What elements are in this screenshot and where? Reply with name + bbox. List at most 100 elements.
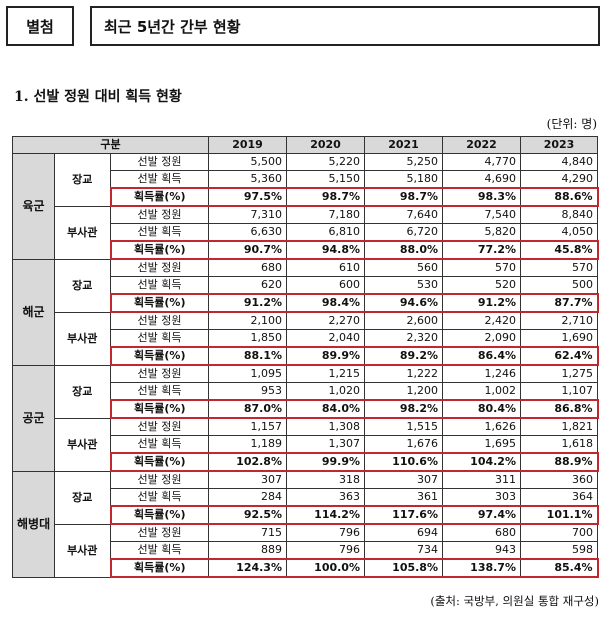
value-cell: 94.8% xyxy=(286,240,365,260)
value-cell: 953 xyxy=(208,382,287,401)
value-cell: 92.5% xyxy=(208,505,287,525)
table-row: 부사관 선발 정원 1,157 1,308 1,515 1,626 1,821 xyxy=(13,417,598,472)
value-cell: 1,107 xyxy=(520,382,598,401)
value-cell: 101.1% xyxy=(520,505,599,525)
row-label: 선발 정원 xyxy=(110,205,209,224)
value-cell: 94.6% xyxy=(364,293,443,313)
rank-cell: 장교 xyxy=(54,364,111,419)
table-row: 선발 획득 6,630 6,810 6,720 5,820 4,050 xyxy=(13,223,598,242)
value-cell: 694 xyxy=(364,523,443,542)
value-cell: 90.7% xyxy=(208,240,287,260)
value-cell: 4,050 xyxy=(520,223,598,242)
value-cell: 5,360 xyxy=(208,170,287,189)
value-cell: 45.8% xyxy=(520,240,599,260)
value-cell: 98.7% xyxy=(286,187,365,207)
value-cell: 91.2% xyxy=(208,293,287,313)
value-cell: 2,100 xyxy=(208,311,287,330)
value-cell: 1,200 xyxy=(364,382,443,401)
value-cell: 4,840 xyxy=(520,153,598,171)
value-cell: 734 xyxy=(364,541,443,560)
value-cell: 89.2% xyxy=(364,346,443,366)
table-row: 획득률(%) 97.5% 98.7% 98.7% 98.3% 88.6% xyxy=(13,187,599,207)
value-cell: 500 xyxy=(520,276,598,295)
value-cell: 7,180 xyxy=(286,205,365,224)
value-cell: 360 xyxy=(520,470,598,489)
rank-cell: 장교 xyxy=(54,153,111,207)
value-cell: 307 xyxy=(208,470,287,489)
value-cell: 307 xyxy=(364,470,443,489)
header-year: 2020 xyxy=(286,136,365,154)
table-row: 획득률(%) 88.1% 89.9% 89.2% 86.4% 62.4% xyxy=(13,346,599,366)
row-label: 획득률(%) xyxy=(109,452,209,472)
value-cell: 700 xyxy=(520,523,598,542)
value-cell: 1,189 xyxy=(208,435,287,454)
value-cell: 105.8% xyxy=(364,558,443,578)
rank-cell: 부사관 xyxy=(54,205,111,260)
value-cell: 796 xyxy=(286,523,365,542)
table-row: 선발 획득 953 1,020 1,200 1,002 1,107 xyxy=(13,382,598,401)
row-label: 선발 획득 xyxy=(110,382,209,401)
value-cell: 361 xyxy=(364,488,443,507)
table-row: 해병대 장교 선발 정원 307 318 307 311 360 xyxy=(12,470,598,578)
branch-cell: 공군 xyxy=(12,364,55,472)
branch-cell: 육군 xyxy=(12,153,55,260)
row-label: 선발 획득 xyxy=(110,541,209,560)
row-label: 선발 정원 xyxy=(110,470,209,489)
value-cell: 1,020 xyxy=(286,382,365,401)
branch-cell: 해병대 xyxy=(12,470,55,578)
value-cell: 88.9% xyxy=(520,452,599,472)
table-row: 획득률(%) 90.7% 94.8% 88.0% 77.2% 45.8% xyxy=(13,240,599,260)
value-cell: 85.4% xyxy=(520,558,599,578)
value-cell: 1,275 xyxy=(520,364,598,383)
value-cell: 5,820 xyxy=(442,223,521,242)
value-cell: 363 xyxy=(286,488,365,507)
row-label: 선발 획득 xyxy=(110,488,209,507)
row-label: 선발 정원 xyxy=(110,153,209,171)
table-row: 부사관 선발 정원 2,100 2,270 2,600 2,420 2,710 xyxy=(13,311,598,366)
value-cell: 86.8% xyxy=(520,399,599,419)
value-cell: 560 xyxy=(364,258,443,277)
value-cell: 99.9% xyxy=(286,452,365,472)
row-label: 획득률(%) xyxy=(109,240,209,260)
value-cell: 97.5% xyxy=(208,187,287,207)
value-cell: 284 xyxy=(208,488,287,507)
value-cell: 943 xyxy=(442,541,521,560)
value-cell: 88.0% xyxy=(364,240,443,260)
value-cell: 5,500 xyxy=(208,153,287,171)
row-label: 선발 정원 xyxy=(110,523,209,542)
table-row: 획득률(%) 124.3% 100.0% 105.8% 138.7% 85.4% xyxy=(13,558,599,578)
rank-cell: 부사관 xyxy=(54,523,111,578)
value-cell: 98.3% xyxy=(442,187,521,207)
value-cell: 97.4% xyxy=(442,505,521,525)
value-cell: 5,150 xyxy=(286,170,365,189)
table-row: 선발 획득 5,360 5,150 5,180 4,690 4,290 xyxy=(13,170,598,189)
value-cell: 610 xyxy=(286,258,365,277)
table-row: 해군 장교 선발 정원 680 610 560 570 570 xyxy=(12,258,598,366)
value-cell: 138.7% xyxy=(442,558,521,578)
value-cell: 86.4% xyxy=(442,346,521,366)
value-cell: 98.2% xyxy=(364,399,443,419)
header-year: 2021 xyxy=(364,136,443,154)
value-cell: 7,540 xyxy=(442,205,521,224)
table-row: 획득률(%) 87.0% 84.0% 98.2% 80.4% 86.8% xyxy=(13,399,599,419)
value-cell: 1,307 xyxy=(286,435,365,454)
value-cell: 114.2% xyxy=(286,505,365,525)
source-note: (출처: 국방부, 의원실 통합 재구성) xyxy=(430,594,599,608)
value-cell: 2,270 xyxy=(286,311,365,330)
value-cell: 100.0% xyxy=(286,558,365,578)
value-cell: 1,676 xyxy=(364,435,443,454)
value-cell: 303 xyxy=(442,488,521,507)
value-cell: 110.6% xyxy=(364,452,443,472)
value-cell: 796 xyxy=(286,541,365,560)
value-cell: 1,157 xyxy=(208,417,287,436)
value-cell: 77.2% xyxy=(442,240,521,260)
rank-cell: 장교 xyxy=(54,470,111,525)
table-header-row: 구분 2019 2020 2021 2022 2023 xyxy=(12,136,598,154)
row-label: 획득률(%) xyxy=(109,187,209,207)
row-label: 선발 획득 xyxy=(110,435,209,454)
value-cell: 520 xyxy=(442,276,521,295)
value-cell: 1,695 xyxy=(442,435,521,454)
header-year: 2019 xyxy=(208,136,287,154)
value-cell: 1,246 xyxy=(442,364,521,383)
value-cell: 2,600 xyxy=(364,311,443,330)
